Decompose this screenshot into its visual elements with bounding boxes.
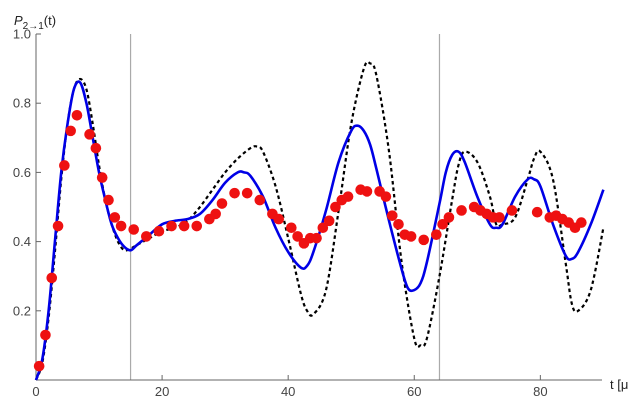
- data-point: [254, 194, 266, 206]
- data-point: [33, 360, 45, 372]
- data-point: [166, 220, 177, 232]
- data-point: [456, 205, 467, 216]
- data-point: [153, 225, 165, 237]
- data-point: [576, 217, 587, 228]
- data-point: [330, 201, 341, 213]
- x-tick-label: 20: [155, 384, 169, 398]
- data-point: [431, 229, 442, 240]
- data-point: [443, 212, 455, 223]
- data-point: [103, 194, 114, 206]
- data-point: [96, 172, 108, 183]
- data-point: [210, 208, 221, 220]
- data-point: [90, 142, 102, 154]
- data-point: [531, 206, 543, 218]
- data-point: [84, 129, 95, 140]
- data-point: [128, 224, 140, 235]
- data-point: [273, 213, 285, 225]
- data-point: [342, 191, 354, 202]
- y-tick-label: 0.8: [13, 96, 31, 111]
- x-tick-label: 0: [32, 384, 39, 398]
- y-axis-title-main: P: [14, 13, 23, 28]
- x-axis-title: t [μs]: [610, 377, 628, 392]
- x-ticks: 0 20 40 60 80: [32, 375, 548, 398]
- x-tick-label: 60: [407, 384, 421, 398]
- data-point: [506, 205, 518, 216]
- y-ticks: 0.2 0.4 0.6 0.8 1.0: [13, 27, 41, 318]
- series-layer: [33, 60, 605, 381]
- data-point: [71, 110, 83, 121]
- series-solid-line: [34, 80, 605, 381]
- y-tick-label: 0.6: [13, 165, 31, 180]
- y-axis-title: P2→1(t): [14, 13, 56, 32]
- data-point: [59, 160, 70, 171]
- data-point: [418, 234, 430, 246]
- y-axis-title-tail: (t): [44, 13, 56, 28]
- y-axis-title-sub: 2→1: [23, 21, 45, 32]
- data-point: [437, 219, 448, 230]
- data-point: [40, 329, 51, 341]
- x-tick-label: 40: [281, 384, 295, 398]
- data-point: [361, 186, 373, 197]
- data-point: [494, 212, 505, 223]
- data-point: [191, 220, 203, 232]
- data-point: [317, 222, 329, 234]
- data-point: [115, 220, 127, 232]
- data-point: [141, 231, 152, 242]
- data-point: [216, 198, 228, 209]
- data-point: [386, 210, 398, 221]
- data-point: [405, 231, 417, 242]
- x-tick-label: 80: [533, 384, 547, 398]
- y-tick-label: 1.0: [13, 27, 31, 42]
- data-point: [393, 219, 404, 230]
- vertical-lines: [129, 34, 441, 380]
- y-tick-label: 0.2: [13, 303, 31, 318]
- data-point: [52, 220, 64, 232]
- data-point: [178, 220, 190, 232]
- data-point: [292, 231, 303, 242]
- data-point: [323, 215, 335, 227]
- data-point: [46, 272, 58, 284]
- data-point: [241, 187, 253, 199]
- data-point: [286, 222, 297, 234]
- data-point: [65, 125, 76, 137]
- data-point: [311, 232, 322, 244]
- data-point: [380, 191, 392, 202]
- data-point: [229, 187, 240, 199]
- data-point: [109, 212, 121, 223]
- y-tick-label: 0.4: [13, 234, 31, 249]
